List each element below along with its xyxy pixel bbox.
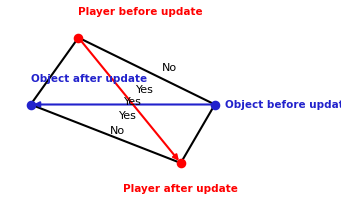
Text: Player after update: Player after update [123,184,238,194]
Point [178,161,183,165]
Text: Yes: Yes [136,85,154,95]
Text: Object after update: Object after update [31,74,147,84]
Text: Yes: Yes [119,111,136,121]
Text: No: No [110,126,125,136]
Point [76,36,81,39]
Text: Yes: Yes [124,97,142,107]
Text: Player before update: Player before update [78,7,203,17]
Text: No: No [162,63,177,73]
Point [212,103,218,106]
Point [28,103,33,106]
Text: Object before update: Object before update [225,99,341,110]
